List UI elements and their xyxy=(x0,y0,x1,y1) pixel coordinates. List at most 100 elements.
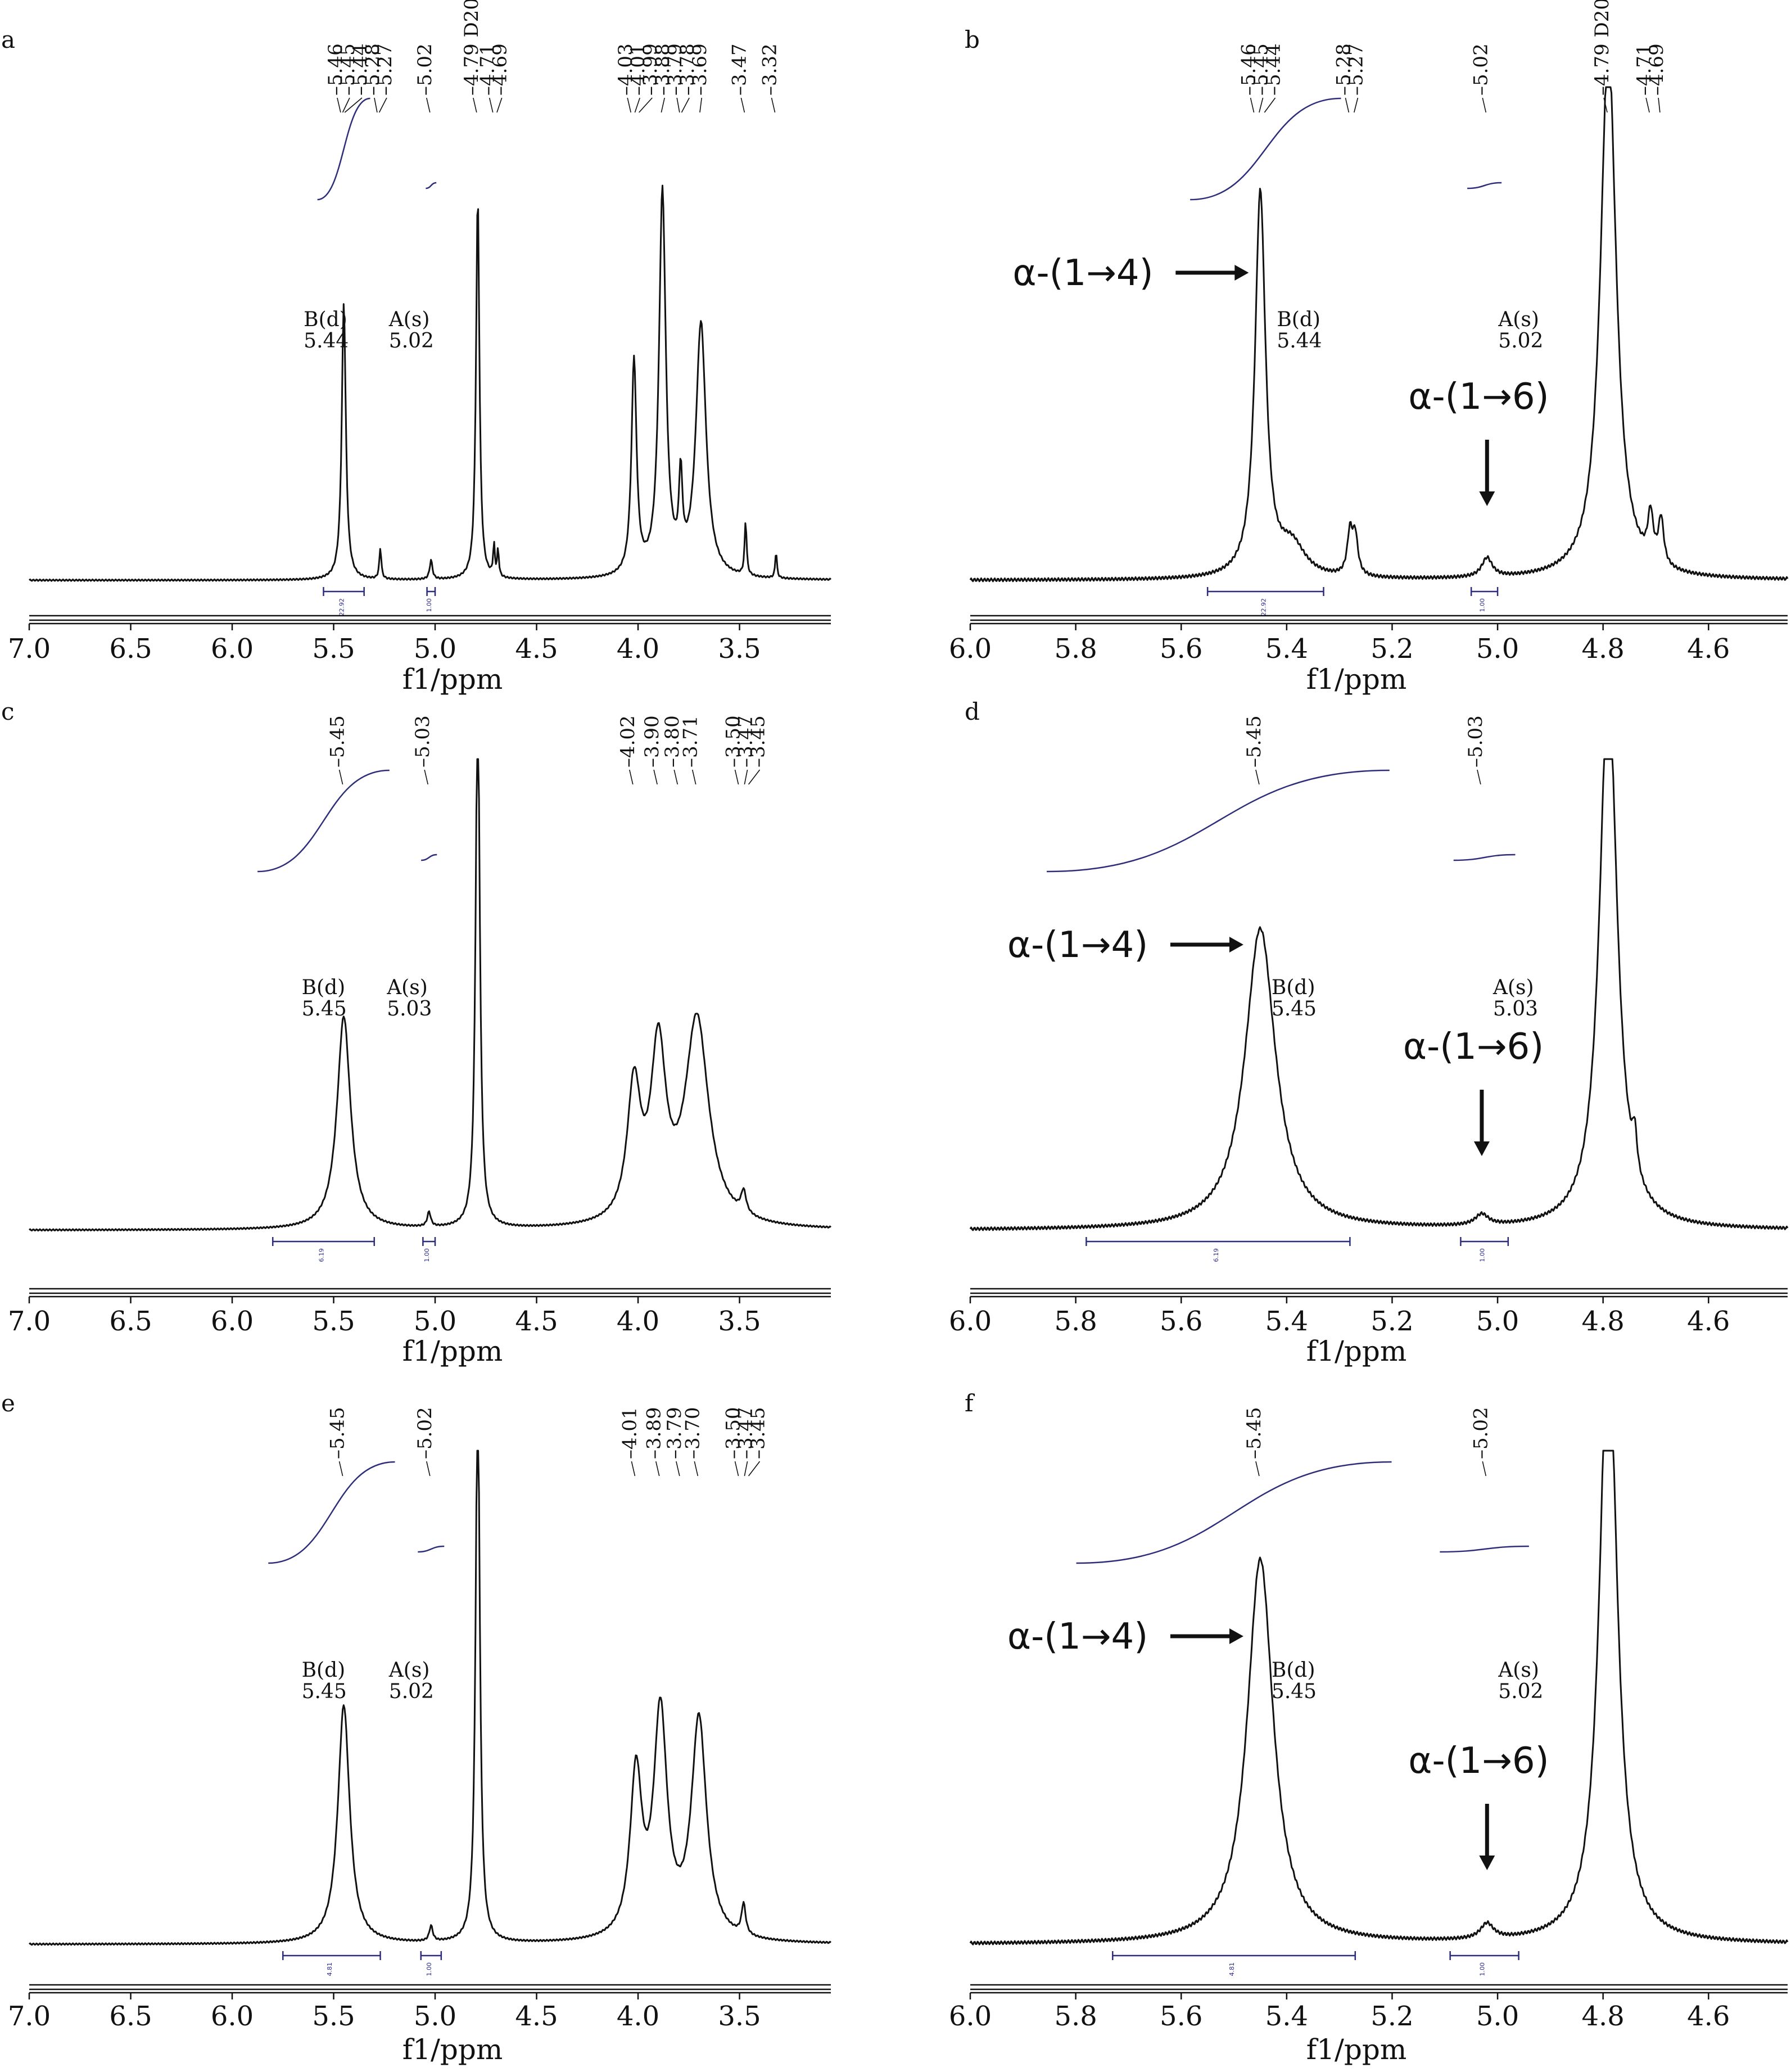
panel-letter: d xyxy=(965,698,980,725)
peak-label: –5.03 xyxy=(411,715,434,768)
peak-label: –5.02 xyxy=(1469,43,1492,96)
peak-label-leader xyxy=(676,1461,680,1477)
assignment-label: A(s) xyxy=(388,1659,430,1682)
peak-label: –5.45 xyxy=(1243,715,1265,768)
peak-label-leader xyxy=(744,769,748,785)
integral-value: 6.19 xyxy=(1213,1248,1220,1262)
peak-label: –3.70 xyxy=(681,1407,704,1459)
assignment-label: A(s) xyxy=(1492,976,1534,999)
arrow-head xyxy=(1479,1856,1495,1870)
assignment-label: A(s) xyxy=(1498,308,1539,331)
peak-label-leader xyxy=(639,97,653,113)
x-tick-label: 5.8 xyxy=(1054,633,1097,665)
linkage-label-1-4: α-(1→4) xyxy=(1007,1616,1148,1658)
x-tick-label: 6.5 xyxy=(109,2001,152,2032)
peak-label-leader xyxy=(734,769,739,785)
peak-label-leader xyxy=(734,1461,739,1477)
peak-label: –5.45 xyxy=(337,43,359,96)
peak-label-leader xyxy=(748,769,761,785)
panel-letter: a xyxy=(1,26,15,53)
x-tick-label: 6.0 xyxy=(949,2001,992,2032)
peak-label: –4.02 xyxy=(617,715,639,768)
spectrum-trace-c xyxy=(29,758,831,1232)
peak-label: –5.27 xyxy=(1345,43,1367,96)
peak-label: –3.71 xyxy=(680,715,702,768)
peak-label-leader xyxy=(694,1461,699,1477)
peak-label: –5.27 xyxy=(374,43,396,96)
peak-label-leader xyxy=(653,769,658,785)
peak-label-leader xyxy=(473,97,477,113)
integral-value: 1.00 xyxy=(1479,1962,1486,1976)
arrow-head xyxy=(1234,265,1249,281)
spectrum-trace-e xyxy=(29,1450,831,1946)
arrow-head xyxy=(1473,1141,1490,1156)
x-tick-label: 5.5 xyxy=(312,1306,355,1337)
x-tick-label: 4.5 xyxy=(515,633,558,665)
peak-label: –5.03 xyxy=(1464,715,1487,768)
x-tick-label: 3.5 xyxy=(718,1306,761,1337)
x-tick-label: 5.0 xyxy=(1476,1306,1519,1337)
assignment-label: B(d) xyxy=(1272,976,1315,999)
assignment-label: B(d) xyxy=(302,976,346,999)
peak-label: –5.45 xyxy=(327,715,349,768)
peak-label: –3.79 xyxy=(664,43,686,96)
assignment-value: 5.03 xyxy=(387,997,432,1021)
linkage-label-1-6: α-(1→6) xyxy=(1403,1026,1544,1068)
integral-curve xyxy=(1076,1461,1392,1564)
x-tick-label: 4.5 xyxy=(515,2001,558,2032)
panel-f: f 4.81 1.00 –5.45 –5.02 B(d)5.45 A(s)5.02 α-(1→… xyxy=(949,1389,1789,2066)
x-tick-label: 6.5 xyxy=(109,1306,152,1337)
peak-label-leader xyxy=(673,769,679,785)
x-tick-label: 4.8 xyxy=(1582,1306,1625,1337)
x-tick-label: 5.0 xyxy=(414,633,456,665)
arrow-head xyxy=(1229,937,1243,953)
peak-label: –5.44 xyxy=(349,43,372,96)
integral-curve xyxy=(1190,97,1341,201)
integral-curve xyxy=(421,854,437,861)
x-tick-label: 5.2 xyxy=(1371,1306,1413,1337)
peak-label-leader xyxy=(1255,769,1260,785)
peak-label: –5.02 xyxy=(414,43,436,96)
x-tick-label: 6.0 xyxy=(949,1306,992,1337)
integral-curve xyxy=(426,182,437,189)
integral-value: 4.81 xyxy=(326,1962,333,1976)
x-tick-label: 5.4 xyxy=(1265,2001,1308,2032)
peak-label-leader xyxy=(426,1461,431,1477)
linkage-label-1-6: α-(1→6) xyxy=(1408,376,1549,418)
assignment-label: B(d) xyxy=(304,308,347,331)
x-tick-label: 5.6 xyxy=(1160,2001,1202,2032)
x-tick-label: 5.4 xyxy=(1265,1306,1308,1337)
x-tick-label: 6.0 xyxy=(211,2001,254,2032)
arrow-head xyxy=(1479,491,1495,506)
x-tick-label: 3.5 xyxy=(718,2001,761,2032)
x-tick-label: 5.8 xyxy=(1054,2001,1097,2032)
peak-label-leader xyxy=(691,769,696,785)
peak-label: –5.45 xyxy=(1243,1407,1265,1459)
peak-label: –4.71 xyxy=(1633,43,1656,96)
integral-value: 22.92 xyxy=(338,598,346,616)
x-tick-label: 6.0 xyxy=(949,633,992,665)
peak-label-leader xyxy=(699,97,703,113)
peak-label-leader xyxy=(1250,97,1255,113)
peak-label-leader xyxy=(378,97,387,113)
peak-label: –3.50 xyxy=(722,1407,745,1459)
peak-label: –5.28 xyxy=(361,43,384,96)
assignment-label: B(d) xyxy=(1277,308,1320,331)
integral-value: 22.92 xyxy=(1260,598,1267,616)
peak-label-leader xyxy=(1259,97,1264,113)
x-tick-label: 5.2 xyxy=(1371,633,1413,665)
panel-letter: e xyxy=(1,1389,15,1417)
peak-label-leader xyxy=(629,769,634,785)
x-tick-label: 7.0 xyxy=(8,2001,51,2032)
x-tick-label: 5.5 xyxy=(312,633,355,665)
peak-label-leader xyxy=(1645,97,1650,113)
peak-label-leader xyxy=(1255,1461,1260,1477)
peak-label-leader xyxy=(1477,769,1481,785)
x-axis-label: f1/ppm xyxy=(1306,2033,1407,2066)
integral-curve xyxy=(418,1545,445,1553)
x-tick-label: 5.0 xyxy=(1476,633,1519,665)
x-tick-label: 6.0 xyxy=(211,633,254,665)
peak-label-leader xyxy=(1264,97,1276,113)
x-axis-label: f1/ppm xyxy=(402,663,503,696)
